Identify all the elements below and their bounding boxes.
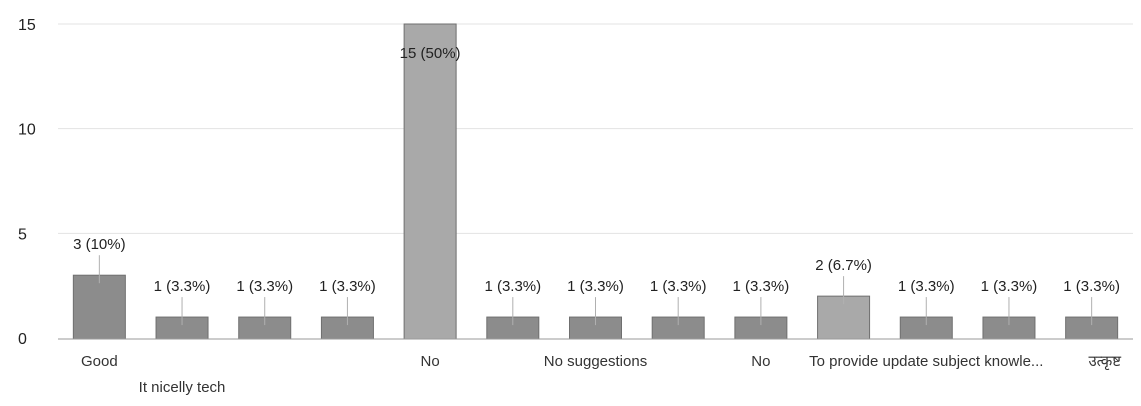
data-label: 15 (50%)	[400, 45, 461, 62]
x-tick-label: To provide update subject knowle...	[809, 353, 1043, 370]
x-tick-label: No	[421, 353, 440, 370]
bars-layer	[72, 23, 1119, 340]
data-label: 1 (3.3%)	[236, 278, 293, 295]
x-tick-label: It nicelly tech	[139, 379, 226, 396]
bar	[72, 274, 126, 340]
data-label: 2 (6.7%)	[815, 257, 872, 274]
data-label: 1 (3.3%)	[319, 278, 376, 295]
x-tick-label: No	[751, 353, 770, 370]
y-tick-label: 0	[18, 331, 27, 348]
x-tick-label: No suggestions	[544, 353, 647, 370]
axis-layer: 0 5 10 15 Good It nicelly tech No No suggestion…	[18, 17, 1133, 396]
data-label: 1 (3.3%)	[898, 278, 955, 295]
y-tick-label: 15	[18, 17, 36, 34]
data-label: 1 (3.3%)	[650, 278, 707, 295]
data-label: 1 (3.3%)	[484, 278, 541, 295]
data-label: 1 (3.3%)	[733, 278, 790, 295]
data-label: 1 (3.3%)	[154, 278, 211, 295]
y-tick-label: 5	[18, 226, 27, 243]
grid-layer	[58, 23, 1133, 234]
bar	[403, 23, 457, 340]
x-tick-label: उत्कृष्ट	[1088, 353, 1121, 371]
x-tick-label: Good	[81, 353, 118, 370]
data-label: 1 (3.3%)	[981, 278, 1038, 295]
y-tick-label: 10	[18, 122, 36, 139]
data-label: 3 (10%)	[73, 236, 126, 253]
data-label: 1 (3.3%)	[567, 278, 624, 295]
labels-layer: 3 (10%) 1 (3.3%) 1 (3.3%) 1 (3.3%) 15 (50%) 1…	[73, 45, 1120, 326]
data-label: 1 (3.3%)	[1063, 278, 1120, 295]
